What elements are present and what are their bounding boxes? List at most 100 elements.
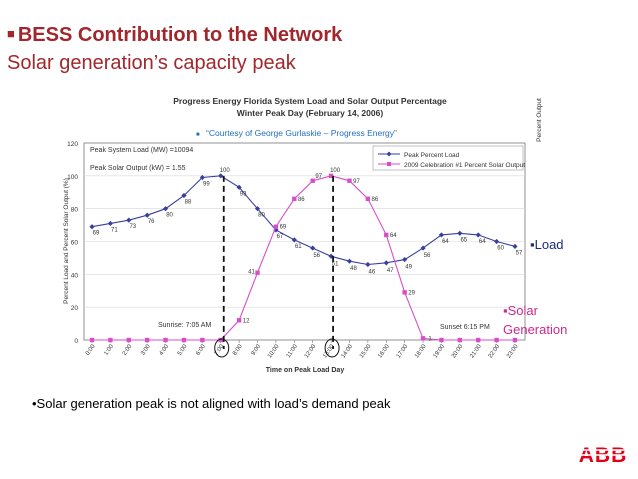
- data-label: 65: [460, 237, 467, 243]
- chart-title: Progress Energy Florida System Load and …: [173, 96, 447, 106]
- data-point: [199, 174, 205, 181]
- data-point: [365, 261, 371, 268]
- gridlines: [84, 175, 525, 308]
- y-tick-label: 40: [71, 272, 79, 279]
- data-label: 49: [405, 265, 412, 271]
- peak-solar-output-annotation: Peak Solar Output (kW) = 1.55: [90, 165, 186, 172]
- y-tick-label: 60: [71, 240, 79, 247]
- x-tick-label: 22:00: [488, 343, 502, 359]
- legend-solar-marker: [387, 162, 391, 166]
- series-line: [91, 175, 516, 266]
- sunset-annotation: Sunset 6:15 PM: [440, 324, 490, 331]
- data-label: 56: [424, 253, 431, 259]
- data-point: [181, 337, 187, 343]
- data-point: [273, 224, 279, 229]
- peak-markers: [214, 175, 340, 358]
- data-point: [494, 337, 499, 343]
- data-label: 86: [298, 197, 305, 203]
- series-peak-percent-load: 69 71 73 76 80 88 99 100 93 80 67 61 56 51 48 46 47 49 56 6…: [89, 168, 523, 275]
- data-label: 41: [248, 270, 255, 276]
- legend-solar-label: 2009 Celebration #1 Percent Solar Output: [404, 162, 525, 169]
- x-tick-label: 21:00: [469, 343, 483, 359]
- data-label: 86: [372, 197, 379, 203]
- slide-subtitle: Solar generation’s capacity peak: [7, 52, 296, 74]
- y-tick-label: 0: [74, 338, 78, 345]
- x-axis-label: Time on Peak Load Day: [266, 367, 345, 374]
- abb-logo: ABB: [578, 444, 628, 465]
- data-point: [512, 243, 518, 250]
- data-point: [420, 336, 426, 341]
- solar-label-line1: ▪Solar: [503, 303, 538, 318]
- data-label: 64: [479, 239, 486, 245]
- load-peak-circle: [214, 338, 230, 358]
- data-label: 100: [220, 168, 231, 174]
- title-bullet-icon: ■: [7, 26, 15, 41]
- x-tick-label: 6:00: [195, 343, 207, 357]
- chart-subtitle: Winter Peak Day (February 14, 2006): [237, 108, 384, 118]
- data-point: [254, 206, 261, 212]
- x-tick-label: 9:00: [251, 343, 263, 357]
- data-point: [255, 270, 260, 275]
- chart-right-axis-label: Percent Output: [536, 98, 543, 142]
- data-point: [346, 258, 353, 264]
- chart-legend: Peak Percent Load 2009 Celebration #1 Pe…: [372, 145, 525, 171]
- data-point: [126, 217, 132, 223]
- data-label: 56: [313, 253, 320, 259]
- x-tick-label: 16:00: [377, 343, 391, 359]
- x-tick-label: 8:00: [232, 343, 244, 357]
- data-point: [89, 224, 95, 230]
- slide-title-text: BESS Contribution to the Network: [17, 24, 343, 46]
- data-label: 80: [166, 213, 173, 219]
- data-point: [365, 196, 371, 202]
- courtesy-bullet-icon: ■: [196, 132, 200, 138]
- data-point: [439, 337, 444, 343]
- data-point: [144, 337, 150, 343]
- data-point: [402, 290, 407, 295]
- data-point: [384, 232, 389, 238]
- data-point: [236, 184, 242, 190]
- x-tick-label: 5:00: [177, 343, 189, 357]
- y-tick-label: 80: [71, 207, 79, 214]
- data-label: 100: [330, 168, 341, 174]
- load-label: ▪Load: [530, 237, 564, 252]
- data-label: 64: [442, 239, 449, 245]
- x-tick-label: 3:00: [140, 343, 152, 357]
- data-point: [347, 178, 352, 183]
- data-point: [107, 220, 113, 227]
- data-label: 97: [353, 179, 360, 185]
- data-label: 57: [516, 250, 523, 256]
- data-point: [126, 337, 131, 343]
- data-point: [420, 245, 426, 251]
- data-label: 99: [203, 181, 210, 187]
- x-tick-label: 18:00: [414, 343, 428, 359]
- data-point: [457, 230, 463, 236]
- legend-load-marker: [386, 151, 392, 157]
- data-point: [310, 245, 316, 251]
- data-point: [236, 318, 242, 323]
- solar-generation-label: ▪Solar Generation: [503, 301, 567, 339]
- data-point: [163, 337, 168, 343]
- data-label: 51: [332, 261, 339, 267]
- data-label: 48: [350, 266, 357, 272]
- data-point: [383, 260, 389, 266]
- courtesy-note: “Courtesy of George Gurlaskie – Progress…: [206, 128, 397, 138]
- legend-load-label: Peak Percent Load: [404, 152, 460, 159]
- y-tick-label: 120: [67, 141, 78, 148]
- data-point: [328, 253, 334, 259]
- x-tick-label: 23:00: [506, 343, 520, 359]
- data-label: 97: [315, 174, 322, 180]
- data-label: 46: [369, 269, 376, 275]
- data-point: [512, 337, 518, 343]
- series-line: [92, 175, 515, 341]
- y-axis-label: Percent Load and Percent Solar Output (%…: [63, 178, 70, 304]
- data-label: 71: [111, 227, 118, 233]
- data-label: 60: [497, 246, 504, 252]
- data-label: 88: [185, 200, 192, 206]
- peak-system-load-annotation: Peak System Load (MW) =10094: [90, 147, 193, 154]
- data-label: 47: [387, 268, 394, 274]
- data-label: 29: [408, 290, 415, 296]
- data-point: [181, 192, 187, 199]
- sunrise-annotation: Sunrise: 7:05 AM: [158, 322, 211, 329]
- y-tick-label: 100: [67, 174, 78, 181]
